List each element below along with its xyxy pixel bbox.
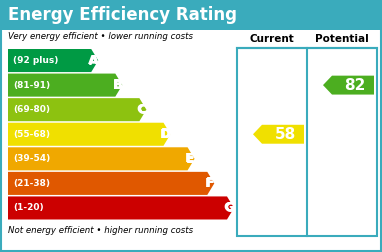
- Text: (81-91): (81-91): [13, 81, 50, 90]
- Text: A: A: [88, 54, 98, 67]
- Polygon shape: [8, 49, 98, 72]
- Text: A: A: [89, 54, 99, 67]
- Polygon shape: [8, 98, 146, 121]
- Text: (21-38): (21-38): [13, 179, 50, 188]
- Text: (92 plus): (92 plus): [13, 56, 58, 65]
- Text: D: D: [161, 128, 171, 141]
- Text: C: C: [138, 103, 147, 116]
- Text: B: B: [113, 79, 123, 92]
- Text: (39-54): (39-54): [13, 154, 50, 163]
- Text: F: F: [206, 177, 214, 190]
- Text: A: A: [89, 53, 99, 67]
- Polygon shape: [8, 74, 122, 97]
- Text: F: F: [206, 177, 214, 190]
- Polygon shape: [8, 147, 194, 170]
- Bar: [237, 48, 377, 236]
- Text: Energy Efficiency Rating: Energy Efficiency Rating: [8, 6, 237, 24]
- Text: (55-68): (55-68): [13, 130, 50, 139]
- Text: C: C: [137, 103, 146, 116]
- Text: (69-80): (69-80): [13, 105, 50, 114]
- Text: Current: Current: [249, 34, 295, 44]
- Text: D: D: [160, 128, 171, 141]
- Text: E: E: [186, 152, 194, 165]
- Text: Not energy efficient • higher running costs: Not energy efficient • higher running co…: [8, 226, 193, 235]
- Text: Very energy efficient • lower running costs: Very energy efficient • lower running co…: [8, 32, 193, 41]
- Text: G: G: [224, 201, 235, 214]
- Text: C: C: [137, 104, 146, 117]
- Text: E: E: [186, 152, 194, 165]
- Text: B: B: [113, 79, 122, 92]
- Text: D: D: [161, 128, 171, 141]
- Text: D: D: [161, 127, 171, 140]
- Text: F: F: [206, 177, 214, 191]
- Text: E: E: [185, 152, 194, 165]
- Text: (1-20): (1-20): [13, 203, 44, 212]
- Text: A: A: [89, 54, 99, 68]
- Text: Potential: Potential: [315, 34, 369, 44]
- Text: 58: 58: [274, 127, 296, 142]
- Text: B: B: [113, 78, 123, 91]
- Polygon shape: [8, 123, 170, 146]
- Text: G: G: [224, 201, 234, 214]
- Text: F: F: [205, 177, 214, 190]
- Text: F: F: [206, 176, 214, 190]
- Text: D: D: [161, 128, 172, 141]
- Text: G: G: [225, 201, 235, 214]
- Text: E: E: [186, 152, 195, 165]
- Text: B: B: [113, 79, 123, 92]
- Polygon shape: [253, 125, 304, 144]
- Text: E: E: [186, 153, 194, 166]
- Bar: [0, 0, 382, 30]
- Text: C: C: [137, 103, 146, 116]
- Polygon shape: [8, 196, 234, 219]
- Text: B: B: [113, 79, 123, 92]
- Polygon shape: [8, 172, 214, 195]
- Text: G: G: [224, 201, 235, 214]
- Text: G: G: [224, 202, 235, 215]
- Text: 82: 82: [344, 78, 366, 92]
- Text: A: A: [89, 54, 99, 67]
- Polygon shape: [323, 76, 374, 94]
- Text: C: C: [137, 103, 146, 116]
